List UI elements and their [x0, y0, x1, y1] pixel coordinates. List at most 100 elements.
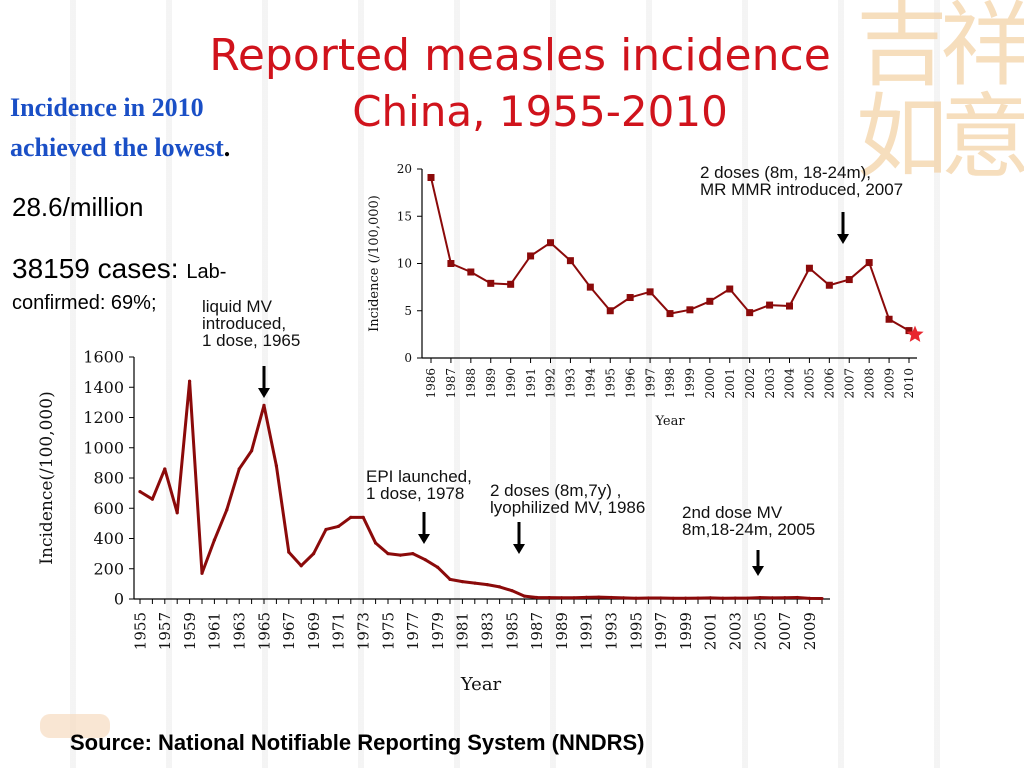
main-data-point-2002	[721, 596, 725, 600]
main-data-point-1975	[386, 552, 390, 556]
main-data-point-1963	[237, 467, 241, 471]
inset-x-tick-label: 2009	[882, 368, 896, 399]
inset-x-tick-label: 1995	[603, 368, 617, 399]
main-annotation-label-1965: liquid MV	[202, 297, 273, 316]
inset-data-point-2010	[905, 327, 913, 335]
main-data-point-1956	[150, 497, 154, 501]
main-data-point-1991	[584, 595, 589, 599]
main-data-point-1964	[250, 449, 254, 453]
main-data-point-1977	[411, 552, 415, 556]
slide-title: Reported measles incidence China, 1955-2…	[150, 28, 890, 140]
main-data-point-1986	[522, 594, 527, 598]
main-y-tick-label: 1600	[83, 348, 124, 367]
main-data-point-1985	[510, 589, 514, 593]
main-x-tick-label: 1997	[652, 612, 670, 650]
main-data-point-2005	[758, 595, 762, 600]
lab-confirmed-stat: confirmed: 69%;	[12, 292, 157, 314]
main-y-tick-label: 1200	[83, 408, 124, 427]
inset-x-tick-label: 2006	[823, 368, 837, 399]
main-annotation-label-2005: 8m,18-24m, 2005	[682, 520, 815, 539]
main-data-point-1981	[460, 580, 464, 584]
main-data-point-2001	[708, 596, 713, 600]
main-data-point-1968	[299, 564, 303, 568]
main-annotation-label-2005: 2nd dose MV	[682, 503, 783, 522]
main-data-point-1994	[622, 596, 626, 600]
main-x-axis-title: Year	[460, 674, 502, 695]
main-data-point-1998	[671, 596, 675, 600]
inset-data-point-1988	[467, 268, 475, 276]
rate-stat: 28.6/million	[12, 192, 144, 222]
main-x-tick-label: 2005	[751, 612, 769, 650]
main-data-point-1982	[473, 581, 477, 585]
inset-data-point-2009	[885, 315, 893, 323]
lowest-note-line-2: achieved the lowest	[10, 133, 224, 162]
main-data-point-1970	[324, 527, 328, 532]
main-x-tick-label: 1983	[478, 612, 496, 650]
main-x-tick-label: 1993	[602, 612, 620, 650]
inset-2010-star-icon	[906, 325, 924, 342]
main-data-point-1959	[188, 379, 192, 383]
main-x-tick-label: 1985	[503, 612, 521, 650]
main-x-tick-label: 1995	[627, 612, 645, 650]
main-y-tick-label: 800	[93, 469, 124, 488]
main-data-point-1966	[274, 464, 278, 468]
main-data-point-1989	[560, 596, 564, 600]
main-x-tick-label: 2009	[801, 612, 819, 650]
main-data-point-2003	[733, 596, 737, 600]
inset-series-line	[430, 177, 910, 332]
main-annotation-label-1965: 1 dose, 1965	[202, 331, 300, 350]
main-data-point-1984	[498, 585, 502, 589]
main-data-point-1961	[212, 538, 216, 542]
main-annotation-label-1978: 1 dose, 1978	[366, 484, 464, 503]
main-data-point-2004	[746, 596, 750, 600]
inset-data-point-1991	[527, 252, 535, 260]
main-data-point-1958	[175, 511, 179, 515]
inset-x-tick-label: 1997	[643, 368, 657, 399]
main-data-point-1955	[138, 490, 142, 494]
main-data-point-1973	[361, 515, 365, 519]
main-data-point-1965	[262, 403, 266, 407]
inset-x-tick-label: 1999	[683, 368, 697, 399]
inset-x-tick-label: 1991	[524, 368, 538, 399]
inset-data-point-2007	[845, 276, 853, 284]
inset-data-point-1999	[686, 306, 694, 314]
inset-data-point-1987	[447, 260, 455, 267]
main-annotation-arrow-head-1986	[513, 544, 525, 554]
inset-x-tick-label: 1994	[584, 368, 598, 399]
main-data-point-1967	[287, 550, 291, 554]
inset-y-tick-label: 10	[397, 257, 412, 271]
main-data-point-1957	[163, 467, 167, 471]
main-data-point-2007	[783, 596, 787, 600]
main-x-tick-label: 2003	[726, 612, 744, 650]
inset-data-point-2006	[825, 281, 833, 289]
main-data-point-1971	[336, 524, 340, 529]
inset-y-tick-label: 0	[404, 351, 412, 365]
inset-x-tick-label: 2010	[902, 368, 916, 399]
main-x-tick-label: 1959	[181, 612, 199, 650]
inset-data-point-2002	[746, 309, 754, 317]
main-y-axis-title: Incidence(/100,000)	[37, 391, 57, 564]
main-data-point-1978	[423, 558, 427, 562]
main-data-point-1993	[609, 595, 613, 600]
main-x-tick-label: 1973	[354, 612, 372, 650]
inset-x-axis-title: Year	[654, 414, 685, 429]
inset-data-point-2004	[786, 302, 793, 310]
inset-x-tick-label: 2003	[763, 368, 777, 399]
inset-x-tick-label: 1989	[484, 368, 498, 399]
lowest-incidence-note: Incidence in 2010 achieved the lowest.	[10, 88, 230, 168]
inset-x-tick-label: 1986	[424, 368, 438, 399]
main-data-point-1999	[684, 596, 688, 600]
main-x-tick-label: 1975	[379, 612, 397, 650]
main-data-point-2000	[696, 596, 700, 600]
source-note: Source: National Notifiable Reporting Sy…	[70, 730, 645, 755]
title-line-1: Reported measles incidence	[209, 30, 831, 81]
decorative-calligraphy-logo: 吉祥 如意	[855, 0, 1024, 191]
main-data-point-2006	[770, 596, 775, 600]
main-data-point-1960	[200, 571, 204, 575]
main-data-point-2008	[795, 595, 799, 600]
main-data-point-1996	[646, 596, 651, 600]
main-y-tick-label: 400	[93, 529, 124, 548]
inset-y-tick-label: 15	[397, 209, 412, 223]
inset-x-tick-label: 2001	[723, 368, 737, 399]
